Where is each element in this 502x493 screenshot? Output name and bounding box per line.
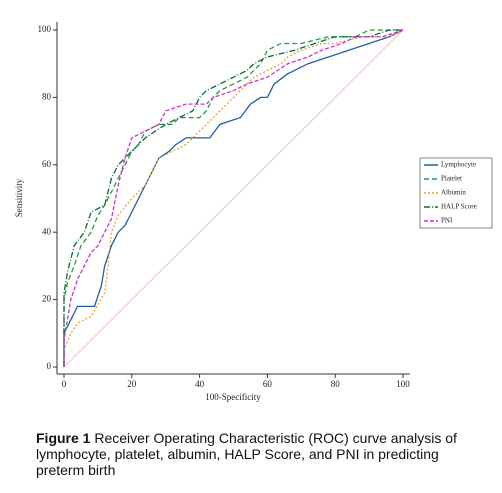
legend-label: Lymphocyte [441,161,476,169]
legend-label: Albumin [441,189,466,197]
y-tick-label: 60 [42,159,52,169]
x-tick-label: 0 [62,379,67,389]
y-tick-label: 100 [38,24,52,34]
caption: Figure 1 Receiver Operating Characterist… [36,430,486,478]
y-axis-label: Sensitivity [14,178,24,217]
roc-curve [63,29,404,367]
x-tick-label: 20 [127,379,137,389]
roc-curve [63,29,403,367]
caption-text: Receiver Operating Characteristic (ROC) … [36,430,457,478]
legend-label: Platelet [441,175,462,183]
x-tick-label: 80 [331,379,341,389]
x-tick-label: 60 [263,379,273,389]
roc-curve [63,29,404,367]
y-tick-label: 0 [47,361,52,371]
legend-label: PNI [441,217,453,225]
reference-line [63,29,404,368]
legend-label: HALP Score [441,203,477,211]
roc-curve [63,29,404,367]
chart: 100-Specificity Sensitivity 0 20 40 60 80 100… [14,22,493,402]
x-tick-label: 100 [396,379,410,389]
x-axis-label: 100-Specificity [205,392,261,402]
roc-curve [63,29,403,367]
y-tick-label: 40 [42,226,52,236]
y-tick-label: 20 [42,294,52,304]
x-tick-label: 40 [195,379,205,389]
caption-label: Figure 1 [36,430,91,446]
y-tick-label: 80 [42,91,52,101]
